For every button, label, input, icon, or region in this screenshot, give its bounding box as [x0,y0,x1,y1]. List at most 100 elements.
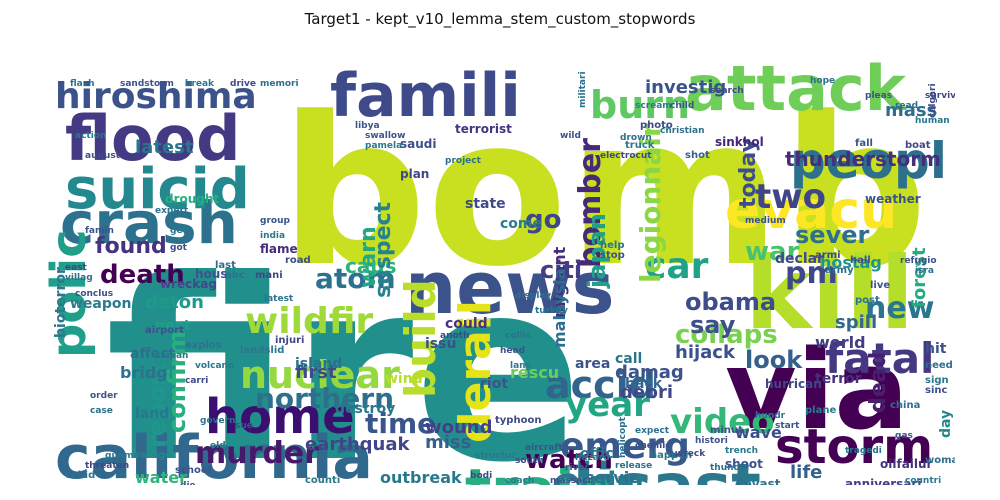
cloud-word-militari: militari [578,71,588,108]
cloud-word-saipan: saipan [155,351,188,361]
cloud-word-gunman: gunman [105,451,146,461]
cloud-word-drought: drought [165,192,219,206]
cloud-word-memori: memori [260,79,299,89]
cloud-word-peopl: peopl [790,132,947,190]
cloud-word-sue: sue [235,421,253,431]
cloud-word-christian: christian [660,126,705,136]
cloud-word-turkey: turkey [535,306,568,316]
cloud-word-chemic: chemic [635,441,671,451]
cloud-word-investig: investig [645,77,726,98]
cloud-word-drown: drown [620,133,652,143]
cloud-background [45,38,955,485]
cloud-word-deton: deton [145,292,204,313]
cloud-word-photo: photo [640,120,673,131]
cloud-word-read: read [895,101,918,111]
cloud-word-hundr: hundr [755,411,786,421]
cloud-word-scream: scream [635,101,672,111]
cloud-word-case: case [90,406,113,416]
cloud-word-truck: truck [625,140,655,151]
cloud-word-airport: airport [145,325,184,336]
cloud-word-sign: sign [925,375,949,386]
cloud-word-evacu: evacu [725,181,897,241]
cloud-word-migrant: migrant [550,246,569,318]
cloud-word-area: area [575,356,610,372]
cloud-word-latest: latest [135,137,194,158]
cloud-word-land: land [135,406,169,422]
cloud-word-fire: fire [105,226,583,485]
cloud-word-explos: explos [185,340,222,351]
cloud-word-wildfir: wildfir [245,301,373,342]
cloud-word-riot: riot [480,376,508,392]
cloud-word-hope: hope [810,76,835,86]
cloud-word-hous: hous [195,267,227,281]
cloud-word-head: head [500,346,525,356]
cloud-word-spill: spill [835,312,877,333]
cloud-word-life: life [790,462,822,483]
cloud-word-wave: wave [735,423,782,442]
cloud-word-storm: storm [775,419,933,475]
cloud-word-hall: hall [850,255,871,266]
cloud-word-home: home [205,389,355,445]
cloud-word-calgari: calgari [928,83,938,118]
cloud-word-bridg: bridg [120,363,168,382]
cloud-word-video: video [670,402,775,442]
cloud-word-collaps: collaps [675,320,778,350]
cloud-word-pm: pm [785,256,838,291]
chart-title: Target1 - kept_v10_lemma_stem_custom_sto… [304,10,696,28]
cloud-word-break: break [185,79,215,89]
cloud-word-isra: isra [915,266,934,276]
cloud-word-time: time [365,407,436,440]
cloud-word-offic: offic [580,446,614,462]
cloud-word-dead: dead [866,352,891,413]
cloud-word-derail: derail [450,300,501,443]
cloud-word-project: project [445,156,482,166]
cloud-word-call: call [615,351,642,367]
cloud-word-day: day [938,410,954,438]
cloud-word-massacr: massacr [550,476,593,485]
cloud-word-say: say [690,311,736,339]
cloud-word-weapon: weapon [70,296,131,312]
cloud-word-could: could [445,316,488,332]
cloud-word-miss: miss [425,432,471,453]
cloud-word-found: found [95,234,167,259]
cloud-word-fall: fall [855,138,873,149]
cloud-word-mani: mani [255,270,283,281]
cloud-word-northern: northern [255,382,394,415]
cloud-word-attack: attack [685,52,908,125]
cloud-word-govern: govern [200,416,235,426]
cloud-word-order: order [90,391,118,401]
cloud-word-happen: happen [650,450,692,461]
cloud-word-death: death [100,260,185,290]
cloud-word-release: release [615,461,652,471]
cloud-word-devast: devast [735,477,781,485]
cloud-word-malaysia: malaysia [550,269,569,349]
cloud-word-survive: survive [925,91,955,101]
cloud-word-structur: structur [475,451,517,461]
cloud-word-rescu: rescu [510,363,559,382]
cloud-word-post: post [855,295,880,306]
cloud-word-armi: armi [815,250,841,261]
cloud-word-legionnair: legionnair [634,123,667,283]
cloud-word-carri: carri [185,376,208,386]
cloud-word-injuri: injuri [275,335,304,346]
cloud-word-india: india [260,231,285,241]
cloud-word-countri: countri [905,476,941,485]
cloud-word-got: got [170,243,188,253]
cloud-word-look: look [745,346,803,374]
cloud-word-warn: warn [356,226,381,288]
cloud-word-thunderstorm: thunderstorm [785,147,941,171]
cloud-word-terrorist: terrorist [455,122,512,136]
cloud-word-saudi: saudi [400,137,437,151]
cloud-word-child: child [670,101,694,111]
cloud-word-burn: burn [590,83,690,127]
cloud-word-nuclear: nuclear [240,353,400,397]
cloud-word-tragedi: tragedi [845,446,882,456]
cloud-word-school: school [175,465,211,476]
cloud-word-hazard: hazard [575,453,610,463]
cloud-word-woman: woman [925,455,955,466]
cloud-word-start: start [775,421,800,431]
cloud-word-august: august [85,151,121,161]
cloud-word-trench: trench [725,446,758,456]
cloud-word-bomb: bomb [280,74,928,312]
cloud-word-thunder: thunder [710,463,751,473]
